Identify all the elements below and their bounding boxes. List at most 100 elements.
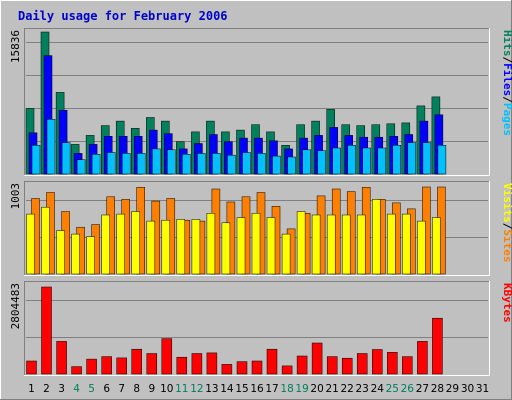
bar-visits xyxy=(236,217,246,275)
day-label: 6 xyxy=(103,383,110,395)
bar-pages xyxy=(136,153,146,175)
bar-kbytes xyxy=(41,286,52,375)
bar-visits xyxy=(402,213,411,275)
bar-kbytes xyxy=(161,338,173,375)
day-label: 2 xyxy=(43,383,50,395)
bar-kbytes xyxy=(116,357,127,375)
bar-visits xyxy=(341,214,351,275)
bar-pages xyxy=(167,149,176,175)
day-label: 8 xyxy=(133,383,140,395)
bar-kbytes xyxy=(131,348,142,375)
day-label: 27 xyxy=(416,383,429,395)
bar-visits xyxy=(161,219,171,275)
bar-pages xyxy=(407,142,417,175)
bar-pages xyxy=(257,153,266,175)
bar-kbytes xyxy=(266,348,278,375)
day-label: 16 xyxy=(250,383,264,395)
bar-pages xyxy=(392,145,402,175)
day-label: 30 xyxy=(461,383,474,395)
day-label: 22 xyxy=(341,383,354,395)
day-label: 9 xyxy=(148,383,155,395)
day-label: 17 xyxy=(265,383,278,395)
bar-kbytes xyxy=(176,356,188,375)
legend: KBytes xyxy=(501,283,512,323)
bar-visits xyxy=(281,233,291,275)
bar-visits xyxy=(221,222,231,275)
day-label: 24 xyxy=(371,383,385,395)
bar-pages xyxy=(76,159,86,175)
bar-visits xyxy=(176,219,186,275)
bar-pages xyxy=(272,155,281,175)
bar-pages xyxy=(46,119,56,175)
day-label: 19 xyxy=(295,383,308,395)
bar-visits xyxy=(86,236,95,275)
bar-visits xyxy=(432,217,441,275)
bar-kbytes xyxy=(417,341,428,375)
bar-visits xyxy=(56,230,65,275)
bar-kbytes xyxy=(56,341,67,375)
bar-pages xyxy=(227,154,236,175)
bar-pages xyxy=(152,148,161,175)
bar-visits xyxy=(146,220,156,275)
bar-visits xyxy=(131,211,140,275)
bar-visits xyxy=(417,220,426,275)
day-label: 12 xyxy=(190,383,203,395)
bar-pages xyxy=(106,152,116,175)
bar-visits xyxy=(41,206,50,275)
panel-kbytes: 2804483 KBytes xyxy=(9,281,512,376)
bar-kbytes xyxy=(326,356,338,375)
chart-title: Daily usage for February 2006 xyxy=(18,9,228,23)
chart-panels: 15836Hits/Files/Pages1003Visits/Sites280… xyxy=(9,28,512,376)
day-label: 18 xyxy=(280,383,293,395)
bar-pages xyxy=(31,145,41,175)
day-label: 31 xyxy=(476,383,489,395)
bar-pages xyxy=(437,145,447,175)
bar-kbytes xyxy=(26,360,37,375)
bar-kbytes xyxy=(146,353,158,375)
bar-kbytes xyxy=(387,352,398,375)
day-label: 7 xyxy=(118,383,125,395)
bar-visits xyxy=(101,214,110,275)
bar-kbytes xyxy=(402,356,413,375)
bar-kbytes xyxy=(251,360,263,375)
bar-visits xyxy=(71,233,80,275)
bar-kbytes xyxy=(101,356,112,375)
bar-kbytes xyxy=(206,352,218,375)
day-label: 14 xyxy=(220,383,234,395)
bar-kbytes xyxy=(221,364,233,375)
bar-visits xyxy=(326,214,336,275)
bar-pages xyxy=(212,153,221,175)
day-label: 15 xyxy=(235,383,248,395)
panel-visits-sites: 1003 Visits/Sites xyxy=(9,181,512,276)
bar-kbytes xyxy=(281,365,293,375)
bar-visits xyxy=(116,213,125,275)
legend-entry: Files xyxy=(501,63,512,96)
legend-entry: Visits xyxy=(501,183,512,223)
bar-visits xyxy=(372,199,381,275)
bar-pages xyxy=(121,153,131,175)
y-max-label: 15836 xyxy=(9,30,22,63)
legend-separator: / xyxy=(501,57,512,64)
bar-pages xyxy=(287,156,296,175)
day-label: 21 xyxy=(326,383,339,395)
bar-kbytes xyxy=(191,353,203,375)
bar-pages xyxy=(332,147,341,175)
bar-visits xyxy=(206,213,216,275)
bar-visits xyxy=(251,213,261,275)
day-label: 4 xyxy=(73,383,80,395)
bar-kbytes xyxy=(372,349,383,375)
y-max-label: 2804483 xyxy=(9,283,22,329)
bar-kbytes xyxy=(311,342,323,375)
bar-kbytes xyxy=(356,353,368,375)
day-label: 20 xyxy=(310,383,323,395)
bar-kbytes xyxy=(71,366,82,375)
day-label: 25 xyxy=(386,383,399,395)
bar-pages xyxy=(242,152,251,175)
day-label: 26 xyxy=(401,383,415,395)
day-label: 28 xyxy=(431,383,444,395)
bar-kbytes xyxy=(432,317,443,375)
legend-entry: Pages xyxy=(501,103,512,136)
bar-pages xyxy=(302,149,311,175)
bar-pages xyxy=(197,153,206,175)
